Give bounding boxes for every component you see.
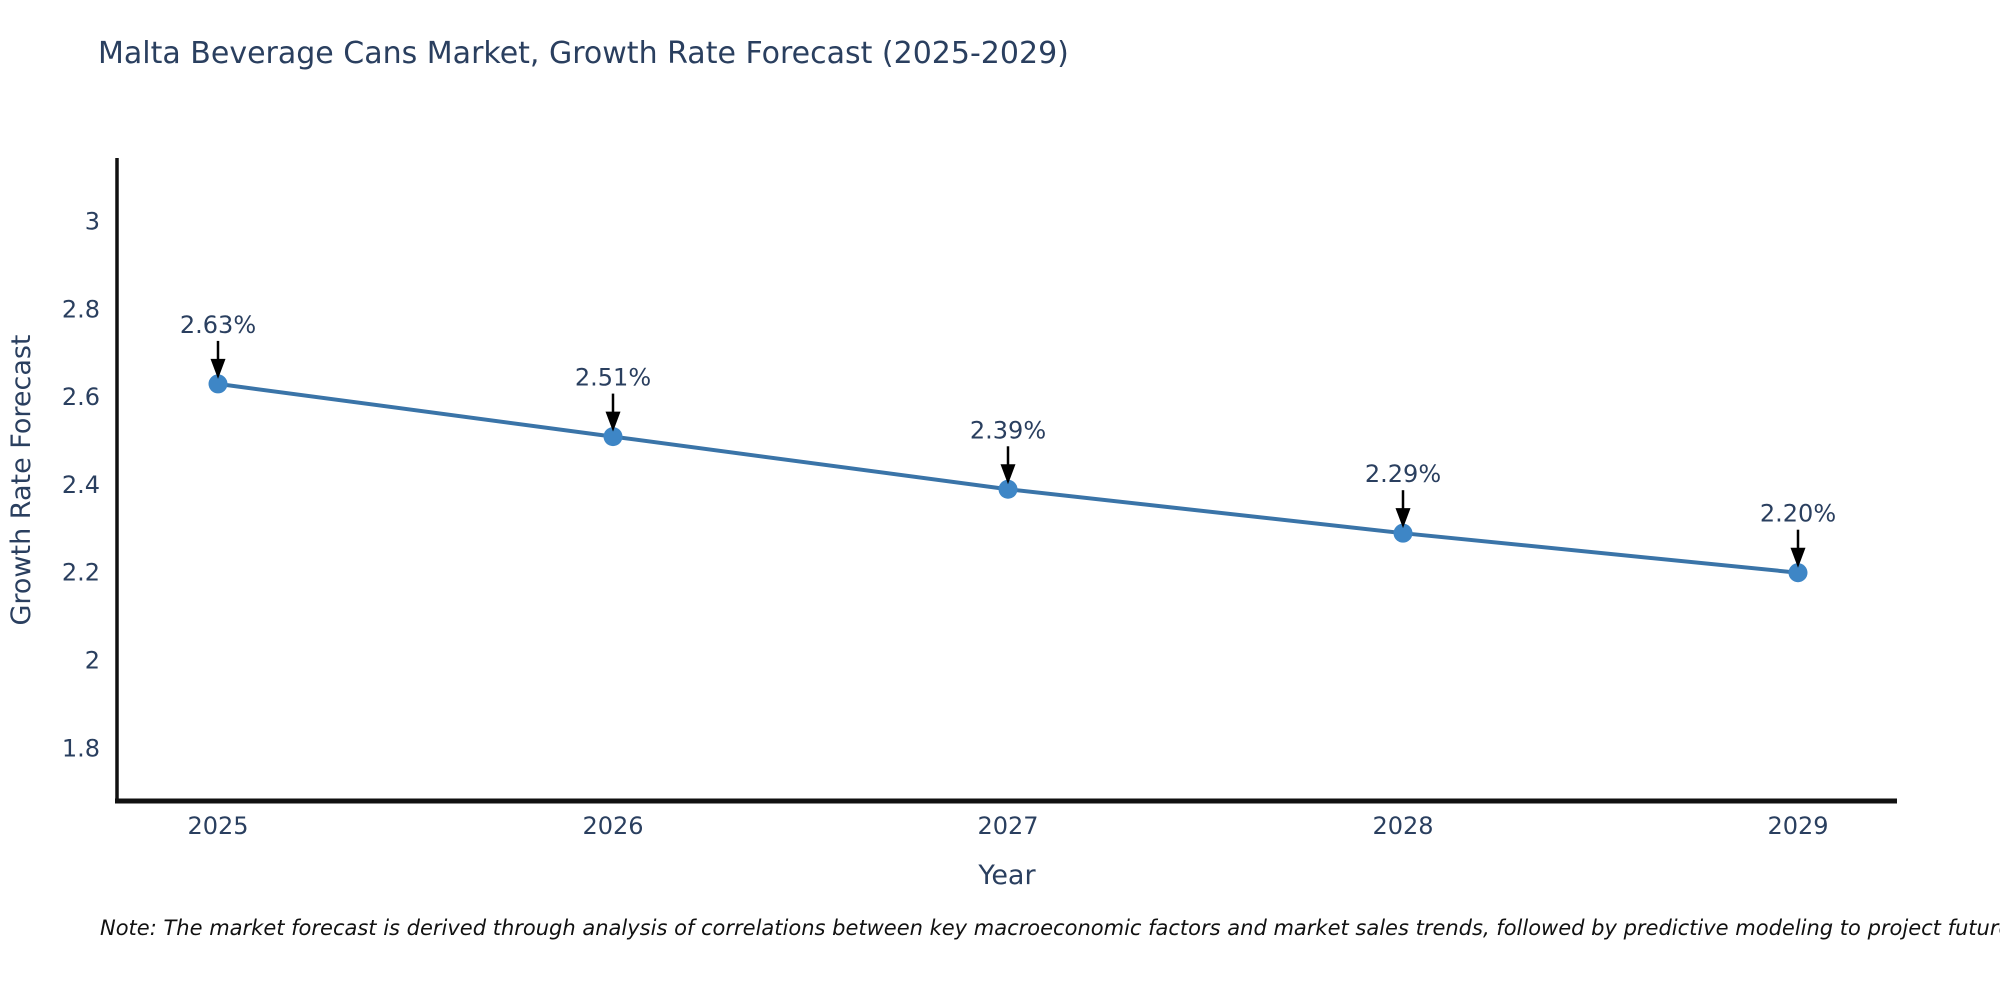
x-tick-label: 2027 [977,812,1038,840]
data-point-label: 2.51% [575,364,651,392]
y-axis-title: Growth Rate Forecast [6,334,37,625]
annotation-arrow-head [1790,547,1806,568]
data-point-marker [208,374,228,394]
annotation-arrow-head [210,358,226,379]
footnote: Note: The market forecast is derived thr… [100,916,2000,940]
data-point-marker [603,427,623,447]
annotation-arrow-head [605,411,621,432]
y-tick-label: 1.8 [62,734,100,762]
y-tick-label: 2 [85,647,100,675]
data-point-marker [1393,523,1413,543]
annotation-arrow-head [1000,464,1016,485]
data-point-label: 2.39% [970,416,1046,444]
x-tick-label: 2026 [582,812,643,840]
y-tick-label: 2.6 [62,383,100,411]
x-tick-label: 2029 [1767,812,1828,840]
y-tick-label: 2.8 [62,295,100,323]
chart-title: Malta Beverage Cans Market, Growth Rate … [98,36,1069,71]
y-tick-label: 2.4 [62,471,100,499]
data-point-label: 2.20% [1760,500,1836,528]
x-axis-title: Year [977,860,1036,891]
x-tick-label: 2025 [187,812,248,840]
x-tick-label: 2028 [1372,812,1433,840]
y-tick-label: 3 [85,207,100,235]
data-point-label: 2.63% [180,311,256,339]
data-point-label: 2.29% [1365,460,1441,488]
y-tick-label: 2.2 [62,559,100,587]
data-point-marker [1788,563,1808,583]
annotation-arrow-head [1395,508,1411,529]
data-point-marker [998,479,1018,499]
